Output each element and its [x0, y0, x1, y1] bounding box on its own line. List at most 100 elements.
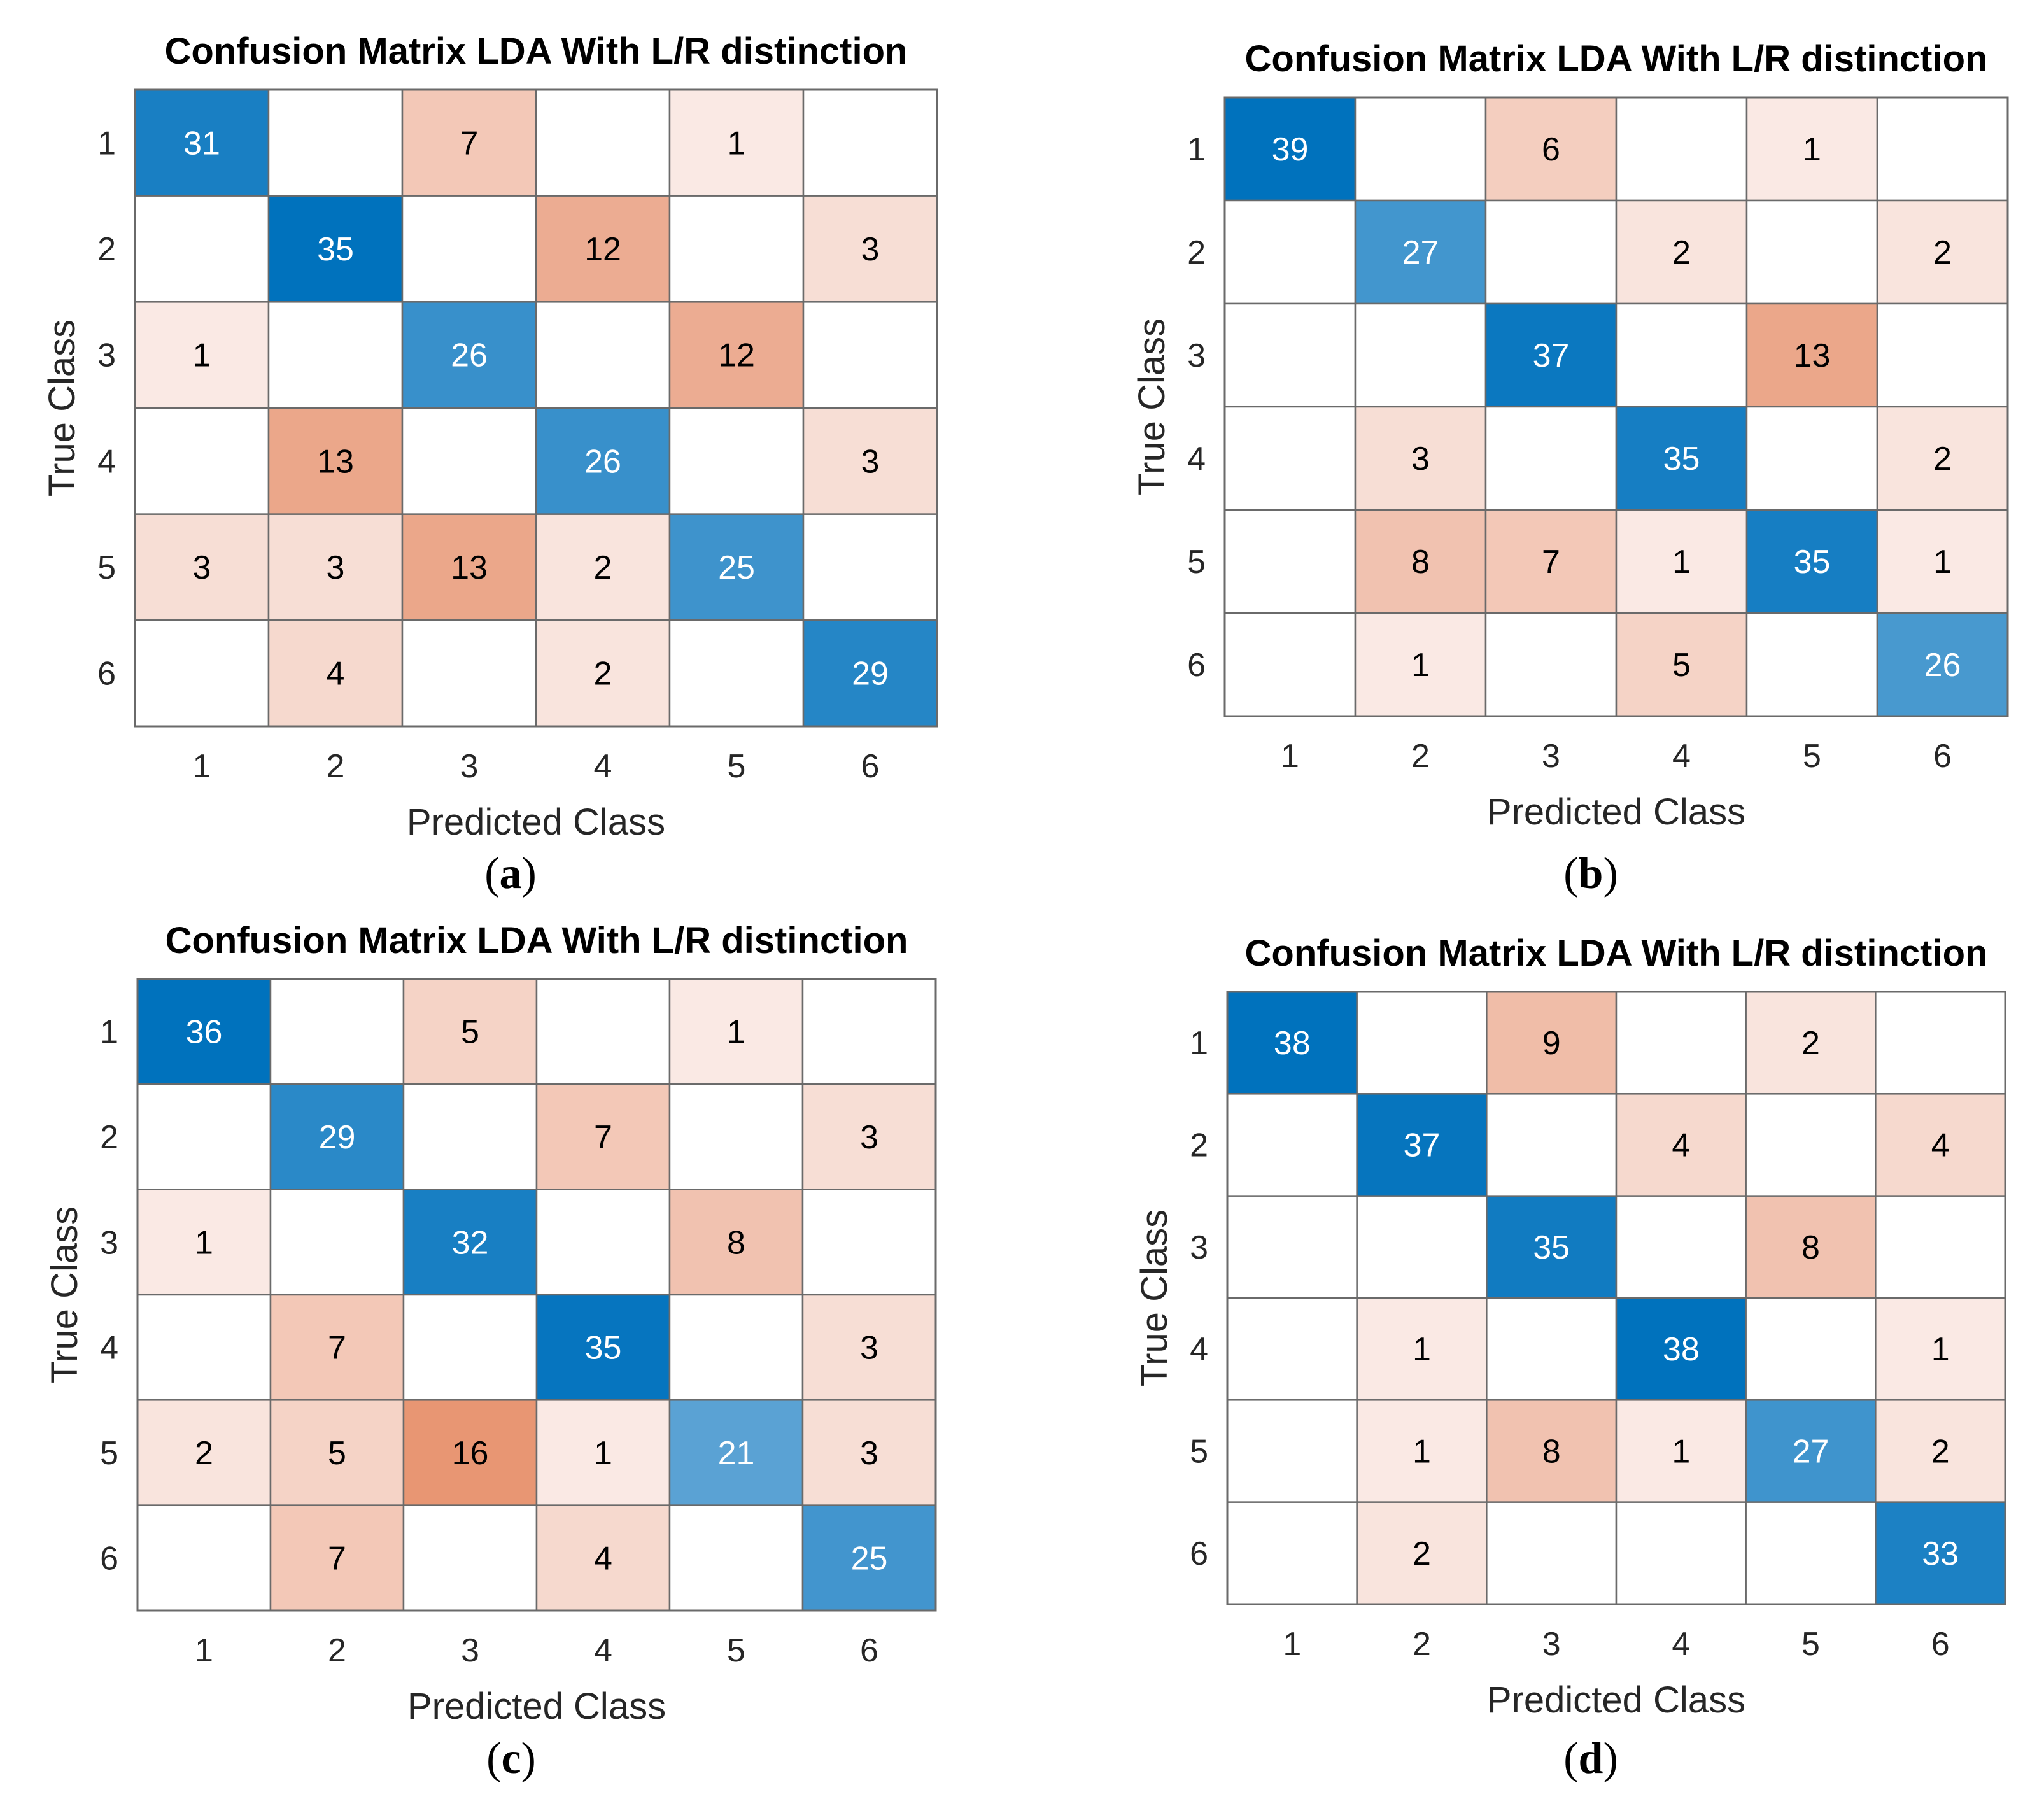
matrix-cell-r5-c2 [267, 513, 404, 621]
matrix-cell-r4-c2 [1354, 406, 1487, 511]
matrix-cell-r6-c1 [1226, 1501, 1358, 1605]
x-tick-label: 1 [1283, 1626, 1301, 1663]
cell-value: 6 [1542, 131, 1560, 168]
cell-value: 3 [861, 231, 880, 268]
matrix-cell-r4-c1 [136, 1294, 272, 1401]
matrix-cell-r3-c6 [1876, 302, 2009, 408]
matrix-cell-r1-c6 [1876, 96, 2009, 202]
matrix-cell-r1-c4 [1615, 991, 1747, 1095]
y-tick-label: 3 [97, 337, 116, 374]
matrix-cell-r6-c3 [1486, 1501, 1618, 1605]
matrix-cell-r5-c4 [535, 513, 671, 621]
matrix-cell-r4-c4 [1615, 1297, 1747, 1401]
matrix-cell-r6-c6 [801, 1504, 937, 1612]
matrix-cell-r4-c1 [1226, 1297, 1358, 1401]
cell-value: 27 [1793, 1434, 1829, 1471]
matrix-cell-r4-c6 [802, 407, 938, 515]
cell-value: 13 [451, 549, 488, 586]
x-axis-label: Predicted Class [1487, 791, 1745, 833]
matrix-cell-r3-c1 [1226, 1195, 1358, 1299]
cell-value: 7 [328, 1540, 346, 1577]
matrix-cell-r6-c1 [1223, 612, 1357, 717]
y-tick-label: 3 [1190, 1229, 1208, 1266]
cell-value: 25 [718, 549, 755, 586]
matrix-cell-r1-c4 [535, 88, 671, 197]
cell-value: 13 [317, 443, 354, 480]
cell-value: 26 [1924, 647, 1961, 684]
cell-value: 1 [1413, 1331, 1431, 1368]
x-tick-label: 3 [460, 748, 479, 785]
matrix-cell-r5-c2 [269, 1399, 405, 1506]
matrix-cell-r1-c6 [802, 88, 938, 197]
cell-value: 2 [1413, 1535, 1431, 1572]
matrix-cell-r2-c1 [134, 195, 270, 303]
x-tick-label: 3 [461, 1632, 479, 1669]
y-tick-label: 5 [100, 1435, 118, 1472]
y-tick-label: 5 [97, 549, 116, 586]
matrix-cell-r5-c5 [1745, 1399, 1877, 1503]
cell-value: 12 [718, 337, 755, 374]
matrix-cell-r4-c5 [668, 407, 805, 515]
matrix-border [136, 978, 937, 1612]
cell-value: 1 [594, 1435, 612, 1472]
y-tick-label: 4 [97, 443, 116, 480]
cell-value: 1 [1411, 647, 1430, 684]
cell-value: 3 [861, 443, 880, 480]
x-tick-label: 3 [1542, 1626, 1561, 1663]
panel-caption: (d) [1563, 1734, 1618, 1783]
cell-value: 31 [183, 125, 220, 162]
matrix-cell-r2-c3 [1484, 199, 1618, 305]
matrix-cell-r2-c5 [1745, 1093, 1877, 1197]
x-axis-label: Predicted Class [1487, 1679, 1745, 1721]
cell-value: 8 [1411, 544, 1430, 581]
matrix-cell-r3-c6 [1875, 1195, 2006, 1299]
cell-value: 35 [1533, 1229, 1570, 1266]
cell-value: 2 [1672, 234, 1691, 271]
x-tick-label: 2 [328, 1632, 346, 1669]
cell-value: 35 [1794, 544, 1831, 581]
matrix-cell-r4-c5 [1745, 1297, 1877, 1401]
matrix-cell-r1-c2 [1356, 991, 1488, 1095]
matrix-cell-r5-c5 [1745, 509, 1878, 614]
cell-value: 9 [1542, 1025, 1561, 1062]
matrix-border [1226, 991, 2006, 1605]
matrix-cell-r3-c4 [535, 1189, 671, 1296]
matrix-cell-r4-c3 [401, 407, 537, 515]
confusion-matrix-panel-a: Confusion Matrix LDA With L/R distinctio… [41, 31, 938, 898]
x-tick-label: 2 [1411, 738, 1430, 775]
matrix-cell-r3-c3 [401, 301, 537, 409]
x-tick-label: 6 [1931, 1626, 1950, 1663]
x-tick-label: 1 [193, 748, 211, 785]
matrix-cell-r2-c4 [1615, 1093, 1747, 1197]
x-axis-label: Predicted Class [407, 801, 665, 843]
matrix-cell-r3-c3 [1484, 302, 1618, 408]
matrix-cell-r2-c6 [1876, 199, 2009, 305]
matrix-cell-r2-c3 [402, 1083, 538, 1190]
cell-value: 29 [852, 656, 889, 693]
matrix-cell-r1-c2 [1354, 96, 1487, 202]
matrix-cell-r6-c3 [401, 619, 537, 728]
cell-value: 29 [319, 1119, 356, 1156]
matrix-cell-r3-c5 [668, 1189, 804, 1296]
cell-value: 8 [1801, 1229, 1820, 1266]
cell-value: 4 [1931, 1127, 1950, 1164]
matrix-cell-r2-c1 [1223, 199, 1357, 305]
cell-value: 1 [1933, 544, 1952, 581]
matrix-cell-r6-c6 [802, 619, 938, 728]
x-tick-label: 1 [1281, 738, 1299, 775]
matrix-cell-r4-c4 [535, 1294, 671, 1401]
cell-value: 2 [1933, 441, 1952, 477]
matrix-cell-r5-c4 [535, 1399, 671, 1506]
matrix-cell-r3-c2 [267, 301, 404, 409]
matrix-cell-r6-c4 [535, 619, 671, 728]
matrix-cell-r5-c2 [1354, 509, 1487, 614]
cell-value: 4 [1672, 1127, 1690, 1164]
y-axis-label: True Class [44, 1206, 85, 1383]
matrix-border [134, 88, 938, 728]
y-tick-label: 1 [1187, 131, 1206, 168]
cell-value: 26 [451, 337, 488, 374]
y-tick-label: 5 [1190, 1434, 1208, 1471]
cell-value: 3 [860, 1119, 878, 1156]
cell-value: 35 [585, 1330, 622, 1367]
panel-caption: (b) [1563, 849, 1618, 898]
